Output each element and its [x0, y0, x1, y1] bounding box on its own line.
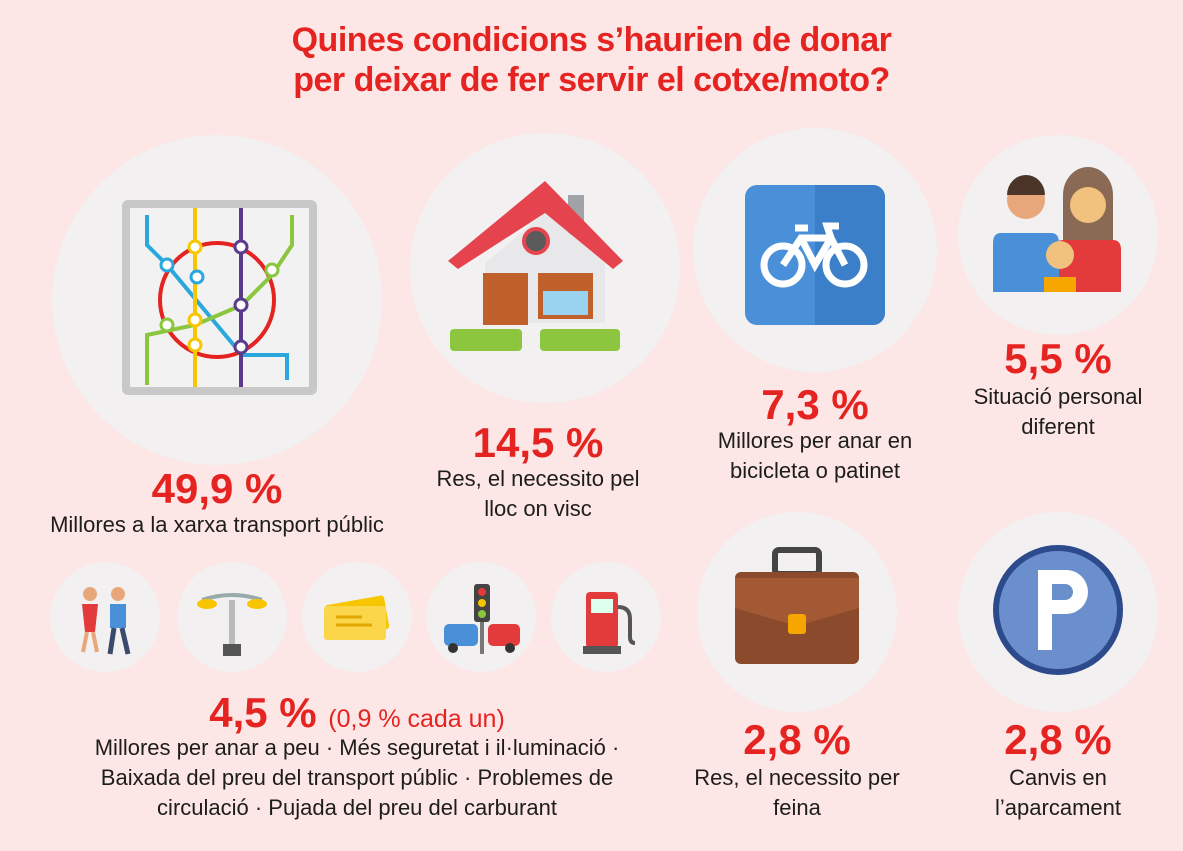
category-label: Millores a la xarxa transport públic — [50, 512, 384, 537]
ticket-icon — [302, 562, 412, 672]
value-label: 5,5 % — [1004, 335, 1112, 382]
category-label: bicicleta o patinet — [730, 458, 900, 483]
category-label: lloc on visc — [484, 496, 592, 521]
category-label: feina — [773, 795, 821, 820]
page-title: Quines condicions s’haurien de donar per… — [0, 20, 1183, 100]
value-label: 4,5 % (0,9 % cada un) — [209, 690, 505, 742]
house-icon — [410, 133, 680, 403]
briefcase-icon — [697, 512, 897, 712]
category-label: Millores per anar a peu · Més seguretat … — [94, 735, 620, 760]
value-note: (0,9 % cada un) — [328, 705, 505, 733]
fuel-pump-icon — [551, 562, 661, 672]
value-label: 7,3 % — [761, 381, 869, 428]
family-icon — [958, 135, 1158, 335]
parking-icon — [958, 512, 1158, 712]
title-line-2: per deixar de fer servir el cotxe/moto? — [293, 61, 890, 99]
category-label: Situació personal — [973, 384, 1143, 409]
category-label: l’aparcament — [995, 795, 1121, 820]
value-label: 14,5 % — [472, 419, 604, 466]
category-label: circulació · Pujada del preu del carbura… — [157, 795, 557, 820]
traffic-light-icon — [426, 562, 536, 672]
metro-map-icon — [52, 135, 382, 465]
category-label: diferent — [1021, 414, 1095, 439]
bicycle-icon — [693, 128, 937, 372]
value-number: 4,5 % — [209, 689, 317, 736]
category-label: Millores per anar en — [717, 428, 913, 453]
title-line-1: Quines condicions s’haurien de donar — [291, 21, 892, 59]
category-label: Res, el necessito per — [694, 765, 900, 790]
street-lamp-icon — [177, 562, 287, 672]
value-label: 49,9 % — [151, 465, 283, 512]
category-label: Res, el necessito pel — [436, 466, 640, 491]
category-label: Baixada del preu del transport públic · … — [100, 765, 614, 790]
category-label: Canvis en — [1009, 765, 1107, 790]
value-label: 2,8 % — [1004, 716, 1112, 763]
pedestrians-icon — [50, 562, 160, 672]
value-label: 2,8 % — [743, 716, 851, 763]
